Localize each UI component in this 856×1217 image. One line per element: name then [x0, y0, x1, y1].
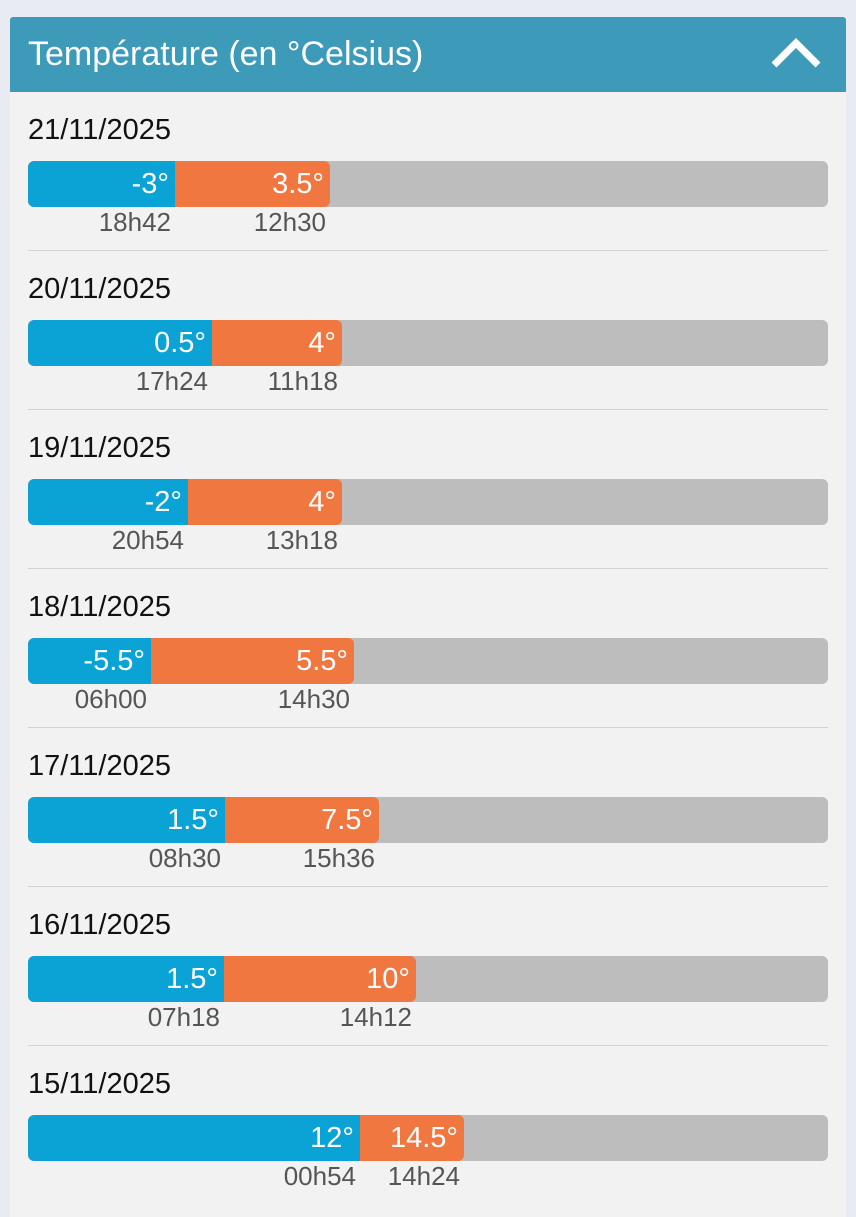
row-divider — [28, 409, 828, 410]
min-temp-segment: 1.5° — [28, 797, 225, 843]
day-row: 17/11/2025 7.5° 1.5° 08h30 15h36 — [28, 728, 828, 887]
max-temp-time: 13h18 — [265, 525, 338, 555]
day-row: 16/11/2025 10° 1.5° 07h18 14h12 — [28, 887, 828, 1046]
min-temp-segment: -3° — [28, 161, 175, 207]
min-temp-time: 06h00 — [74, 684, 147, 714]
day-row: 18/11/2025 5.5° -5.5° 06h00 14h30 — [28, 569, 828, 728]
row-divider — [28, 1045, 828, 1046]
temperature-bar: 7.5° 1.5° — [28, 797, 828, 843]
temperature-panel: Température (en °Celsius) 21/11/2025 3.5… — [10, 17, 846, 1217]
min-temp-time: 20h54 — [111, 525, 184, 555]
temperature-bar: 14.5° 12° — [28, 1115, 828, 1161]
row-divider — [28, 568, 828, 569]
temperature-bar: 4° -2° — [28, 479, 828, 525]
temperature-bar: 3.5° -3° — [28, 161, 828, 207]
min-temp-time: 08h30 — [148, 843, 221, 873]
chevron-up-icon[interactable] — [768, 31, 824, 71]
temperature-bar: 5.5° -5.5° — [28, 638, 828, 684]
min-temp-time: 00h54 — [283, 1161, 356, 1191]
max-temp-time: 14h24 — [387, 1161, 460, 1191]
row-divider — [28, 727, 828, 728]
max-temp-time: 11h18 — [267, 366, 338, 396]
day-date: 18/11/2025 — [28, 591, 171, 623]
day-row: 15/11/2025 14.5° 12° 00h54 14h24 — [28, 1046, 828, 1205]
min-temp-time: 17h24 — [135, 366, 208, 396]
min-temp-segment: 1.5° — [28, 956, 224, 1002]
day-row: 19/11/2025 4° -2° 20h54 13h18 — [28, 410, 828, 569]
max-temp-time: 12h30 — [253, 207, 326, 237]
day-date: 15/11/2025 — [28, 1068, 171, 1100]
day-date: 17/11/2025 — [28, 750, 171, 782]
min-temp-segment: 0.5° — [28, 320, 212, 366]
day-date: 19/11/2025 — [28, 432, 171, 464]
day-date: 16/11/2025 — [28, 909, 171, 941]
temperature-bar: 10° 1.5° — [28, 956, 828, 1002]
day-row: 21/11/2025 3.5° -3° 18h42 12h30 — [28, 92, 828, 251]
panel-header[interactable]: Température (en °Celsius) — [10, 17, 846, 92]
day-date: 20/11/2025 — [28, 273, 171, 305]
min-temp-segment: -2° — [28, 479, 188, 525]
temperature-bar: 4° 0.5° — [28, 320, 828, 366]
max-temp-time: 14h12 — [339, 1002, 412, 1032]
panel-title: Température (en °Celsius) — [28, 35, 424, 73]
row-divider — [28, 886, 828, 887]
day-row: 20/11/2025 4° 0.5° 17h24 11h18 — [28, 251, 828, 410]
min-temp-segment: 12° — [28, 1115, 360, 1161]
day-date: 21/11/2025 — [28, 114, 171, 146]
row-divider — [28, 250, 828, 251]
max-temp-time: 15h36 — [302, 843, 375, 873]
min-temp-time: 07h18 — [147, 1002, 220, 1032]
min-temp-segment: -5.5° — [28, 638, 151, 684]
max-temp-time: 14h30 — [277, 684, 350, 714]
min-temp-time: 18h42 — [98, 207, 171, 237]
